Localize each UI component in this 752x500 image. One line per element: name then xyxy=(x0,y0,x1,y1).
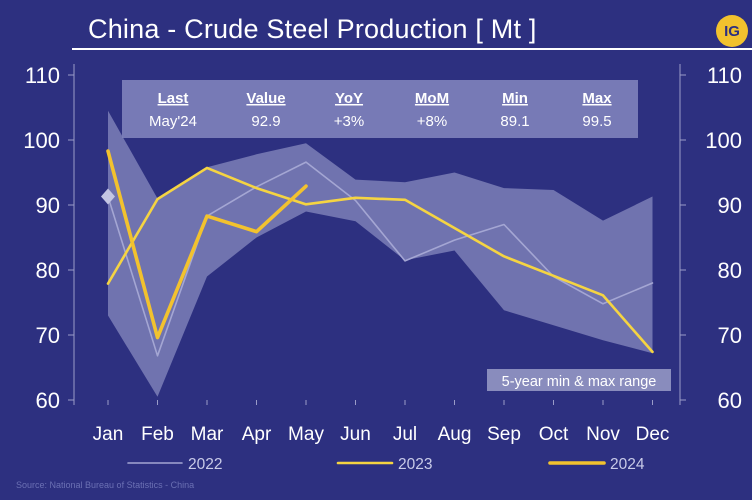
x-tick-label: Feb xyxy=(141,424,174,445)
y-tick-label-left: 80 xyxy=(36,258,60,283)
stats-header: MoM xyxy=(415,90,449,107)
stats-value: May'24 xyxy=(149,113,197,130)
series-line-2024 xyxy=(106,149,308,340)
y-tick-label-left: 70 xyxy=(36,323,60,348)
legend-label: 2024 xyxy=(610,456,645,473)
y-tick-label-left: 60 xyxy=(36,388,60,413)
x-tick-label: May xyxy=(288,424,324,445)
x-tick-label: Sep xyxy=(487,424,521,445)
stats-table-box xyxy=(122,80,638,138)
stats-value: +8% xyxy=(417,113,447,130)
y-tick-label-right: 110 xyxy=(707,63,742,88)
y-tick-label-left: 90 xyxy=(36,193,60,218)
source-note: Source: National Bureau of Statistics - … xyxy=(16,480,195,490)
x-tick-label: Oct xyxy=(539,424,569,445)
stats-value: 99.5 xyxy=(582,113,611,130)
stats-header: YoY xyxy=(335,90,363,107)
stats-header: Max xyxy=(582,90,612,107)
last-value-marker xyxy=(101,188,115,205)
y-tick-label-left: 100 xyxy=(23,128,60,153)
stats-value: +3% xyxy=(334,113,364,130)
legend-label: 2023 xyxy=(398,456,432,473)
ig-logo: IG xyxy=(716,15,748,47)
range-label: 5-year min & max range xyxy=(502,374,657,390)
title-bar: China - Crude Steel Production [ Mt ] xyxy=(0,0,752,62)
title-underline xyxy=(72,48,752,50)
x-tick-label: Jan xyxy=(93,424,124,445)
chart-title: China - Crude Steel Production [ Mt ] xyxy=(88,14,537,44)
stats-header: Min xyxy=(502,90,528,107)
series-line-2023 xyxy=(106,166,654,354)
stats-header: Last xyxy=(158,90,189,107)
y-tick-label-right: 80 xyxy=(718,258,742,283)
y-tick-label-right: 100 xyxy=(705,128,742,153)
x-tick-label: Mar xyxy=(191,424,224,445)
legend-label: 2022 xyxy=(188,456,222,473)
range-label-box xyxy=(487,369,671,391)
x-tick-label: Jun xyxy=(340,424,371,445)
y-tick-label-right: 70 xyxy=(718,323,742,348)
stats-value: 89.1 xyxy=(500,113,529,130)
x-tick-label: Dec xyxy=(636,424,670,445)
y-tick-label-right: 60 xyxy=(718,388,742,413)
range-band xyxy=(108,110,653,397)
y-tick-label-right: 90 xyxy=(718,193,742,218)
stats-value: 92.9 xyxy=(251,113,280,130)
stats-header: Value xyxy=(246,90,285,107)
x-tick-label: Aug xyxy=(438,424,472,445)
x-tick-label: Nov xyxy=(586,424,620,445)
y-tick-label-left: 110 xyxy=(25,63,60,88)
x-tick-label: Jul xyxy=(393,424,417,445)
x-tick-label: Apr xyxy=(242,424,272,445)
